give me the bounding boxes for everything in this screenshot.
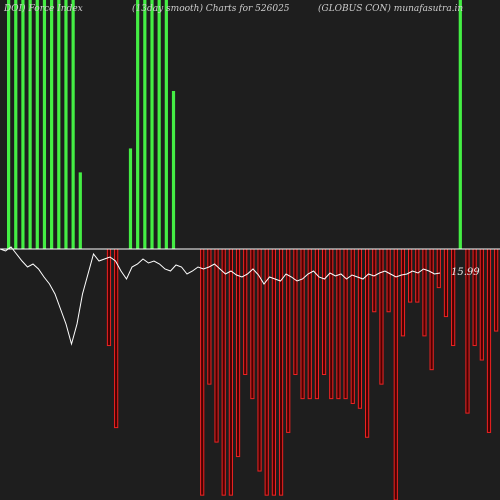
force-bar xyxy=(429,248,434,371)
force-bar xyxy=(494,248,499,332)
force-bar xyxy=(343,248,348,400)
force-bar xyxy=(278,248,284,496)
force-bar xyxy=(164,0,168,249)
force-bar xyxy=(271,248,276,496)
smooth-force-line xyxy=(0,246,441,346)
force-bar xyxy=(200,248,205,496)
force-bar xyxy=(400,248,406,337)
force-bar xyxy=(386,248,391,313)
force-bar xyxy=(14,0,18,249)
force-bar xyxy=(71,0,75,249)
force-bar xyxy=(458,0,462,249)
force-bar xyxy=(479,248,484,361)
force-bar xyxy=(350,248,355,404)
force-bar xyxy=(300,248,305,400)
force-bar xyxy=(451,248,456,347)
force-bar xyxy=(106,248,112,347)
force-bar xyxy=(365,248,370,438)
force-bar xyxy=(307,248,312,400)
force-bar xyxy=(7,0,11,249)
force-bar xyxy=(293,248,298,375)
force-bar xyxy=(321,248,327,375)
force-bar xyxy=(143,0,147,249)
line-layer xyxy=(0,246,441,346)
force-bar xyxy=(486,248,492,433)
force-bar xyxy=(436,248,441,289)
force-bar xyxy=(157,0,161,249)
title-right: (GLOBUS CON) munafasutra.in xyxy=(318,3,463,14)
force-bar xyxy=(171,90,176,249)
force-bar xyxy=(221,248,226,496)
force-bar xyxy=(57,0,61,249)
force-bar xyxy=(250,248,255,400)
force-bar xyxy=(235,248,241,458)
force-bar xyxy=(21,0,25,249)
force-bar xyxy=(286,248,291,433)
last-value-label: 15.99 xyxy=(451,267,480,278)
force-bar xyxy=(314,248,320,400)
force-bar xyxy=(472,248,477,347)
force-bar xyxy=(357,248,363,409)
force-bar xyxy=(257,248,262,472)
force-bar xyxy=(372,248,377,313)
force-bar xyxy=(207,248,212,385)
force-bar xyxy=(78,172,82,249)
force-bar xyxy=(393,248,398,500)
force-bar xyxy=(28,0,32,249)
force-bar xyxy=(50,0,54,249)
force-bar xyxy=(150,0,154,249)
force-bar xyxy=(243,248,248,375)
title-center: (13day smooth) Charts for 526025 xyxy=(132,3,290,14)
force-bar xyxy=(422,248,427,337)
force-bar xyxy=(329,248,334,400)
force-bar xyxy=(264,248,269,496)
force-bar xyxy=(128,148,133,249)
force-bar xyxy=(228,248,233,496)
force-bar xyxy=(136,0,140,249)
force-bar xyxy=(408,248,413,303)
force-bar xyxy=(415,248,420,303)
title-left: DOI) Force Index xyxy=(3,3,83,14)
force-bar xyxy=(336,248,341,400)
force-bar xyxy=(35,0,39,249)
bars-layer xyxy=(7,0,499,500)
force-bar xyxy=(214,248,219,443)
force-bar xyxy=(443,248,449,318)
force-bar xyxy=(379,248,384,385)
force-bar xyxy=(64,0,68,249)
force-bar xyxy=(42,0,47,249)
force-bar xyxy=(114,248,119,429)
